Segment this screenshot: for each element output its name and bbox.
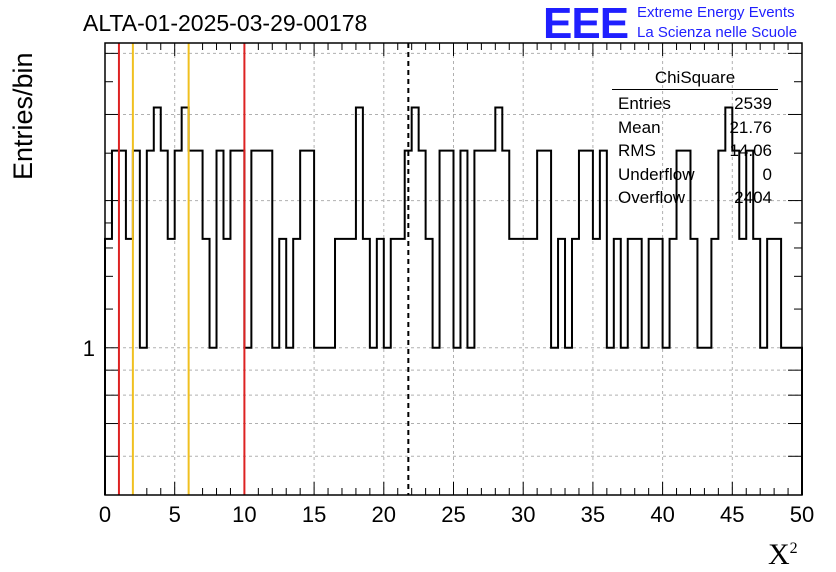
stats-value: 2404 [734, 188, 772, 207]
stats-row-rms: RMS 14.06 [612, 139, 778, 163]
stats-row-overflow: Overflow 2404 [612, 186, 778, 210]
stats-row-mean: Mean 21.76 [612, 116, 778, 140]
x-tick-label: 50 [790, 502, 814, 527]
x-axis-label: X2 [768, 538, 798, 571]
histogram-line [104, 106, 803, 495]
x-tick-label: 30 [511, 502, 535, 527]
stats-label: Underflow [618, 164, 695, 184]
x-tick-label: 20 [372, 502, 396, 527]
stats-box: ChiSquare Entries 2539 Mean 21.76 RMS 14… [612, 68, 778, 210]
x-tick-label: 0 [99, 502, 111, 527]
histogram-title: ALTA-01-2025-03-29-00178 [83, 10, 368, 36]
stats-label: Overflow [618, 188, 686, 207]
x-tick-label: 5 [169, 502, 181, 527]
eee-logo: EEE [543, 0, 629, 48]
stats-title: ChiSquare [612, 68, 778, 90]
x-tick-label: 40 [650, 502, 674, 527]
stats-label: Entries [618, 94, 671, 113]
stats-row-underflow: Underflow 0 [612, 163, 778, 187]
logo-line-1: Extreme Energy Events [637, 4, 795, 21]
stats-row-entries: Entries 2539 [612, 92, 778, 116]
stats-value: 0 [762, 164, 772, 184]
x-tick-label: 15 [302, 502, 326, 527]
plot-frame [104, 42, 803, 496]
x-tick-label: 25 [441, 502, 465, 527]
stats-value: 2539 [734, 94, 772, 113]
x-tick-label: 45 [720, 502, 744, 527]
stats-label: Mean [618, 117, 661, 137]
y-tick-label: 1 [83, 336, 95, 361]
logo-line-2: La Scienza nelle Scuole [637, 24, 798, 41]
x-tick-label: 35 [581, 502, 605, 527]
x-tick-label: 10 [232, 502, 256, 527]
stats-value: 21.76 [729, 117, 772, 137]
stats-value: 14.06 [729, 141, 772, 160]
stats-label: RMS [618, 141, 656, 160]
